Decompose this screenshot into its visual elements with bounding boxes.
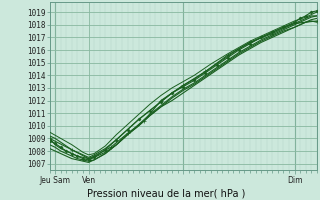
- Text: Pression niveau de la mer( hPa ): Pression niveau de la mer( hPa ): [87, 188, 245, 198]
